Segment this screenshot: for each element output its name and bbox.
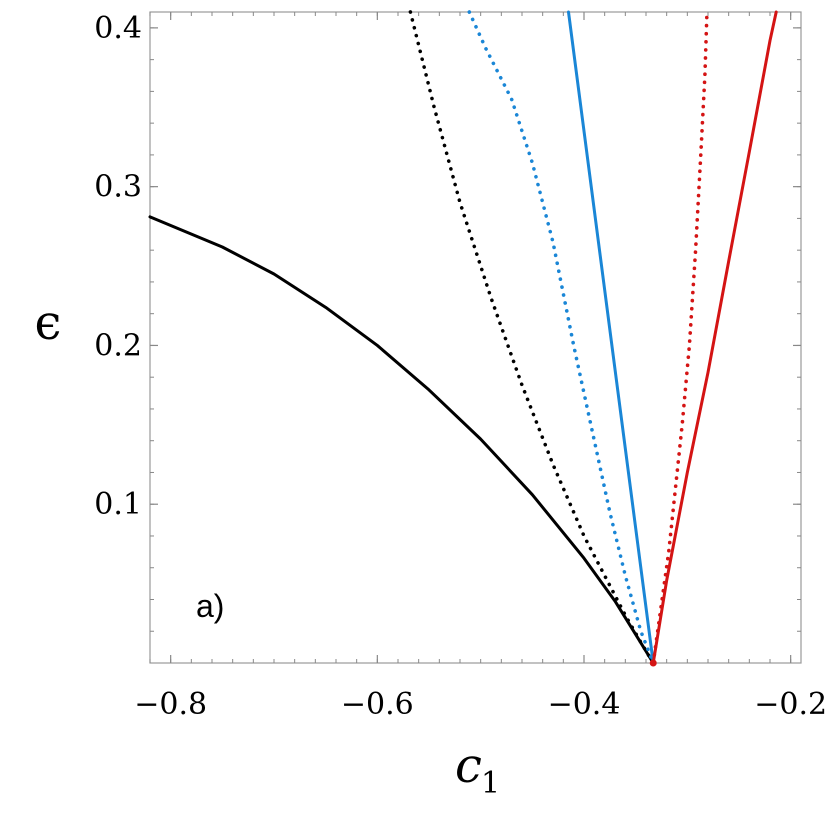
y-axis-label: ϵ <box>35 295 62 351</box>
plot-frame <box>149 11 802 664</box>
minor-ticks <box>149 12 801 663</box>
y-tick-label: 0.4 <box>94 11 142 46</box>
cusp-point <box>649 659 657 667</box>
series-layer <box>148 10 778 667</box>
x-tick-labels: −0.8 −0.6 −0.4 −0.2 <box>134 687 827 722</box>
series-line-5 <box>651 10 709 665</box>
series-line-3 <box>467 10 656 665</box>
series-line-6 <box>651 10 778 665</box>
series-line-1 <box>148 215 655 665</box>
x-tick-label: −0.6 <box>341 687 414 722</box>
major-ticks <box>150 12 801 663</box>
x-tick-label: −0.2 <box>754 687 827 722</box>
series-line-2 <box>408 10 656 665</box>
y-tick-label: 0.3 <box>94 170 142 205</box>
y-tick-label: 0.2 <box>94 328 142 363</box>
x-axis-label: c <box>455 738 482 794</box>
x-tick-label: −0.8 <box>134 687 207 722</box>
y-tick-labels: 0.1 0.2 0.3 0.4 <box>94 11 142 522</box>
x-axis-label-subscript: 1 <box>481 766 500 801</box>
series-line-4 <box>567 10 655 665</box>
panel-label: a) <box>196 588 224 624</box>
x-tick-label: −0.4 <box>548 687 621 722</box>
y-tick-label: 0.1 <box>94 487 142 522</box>
